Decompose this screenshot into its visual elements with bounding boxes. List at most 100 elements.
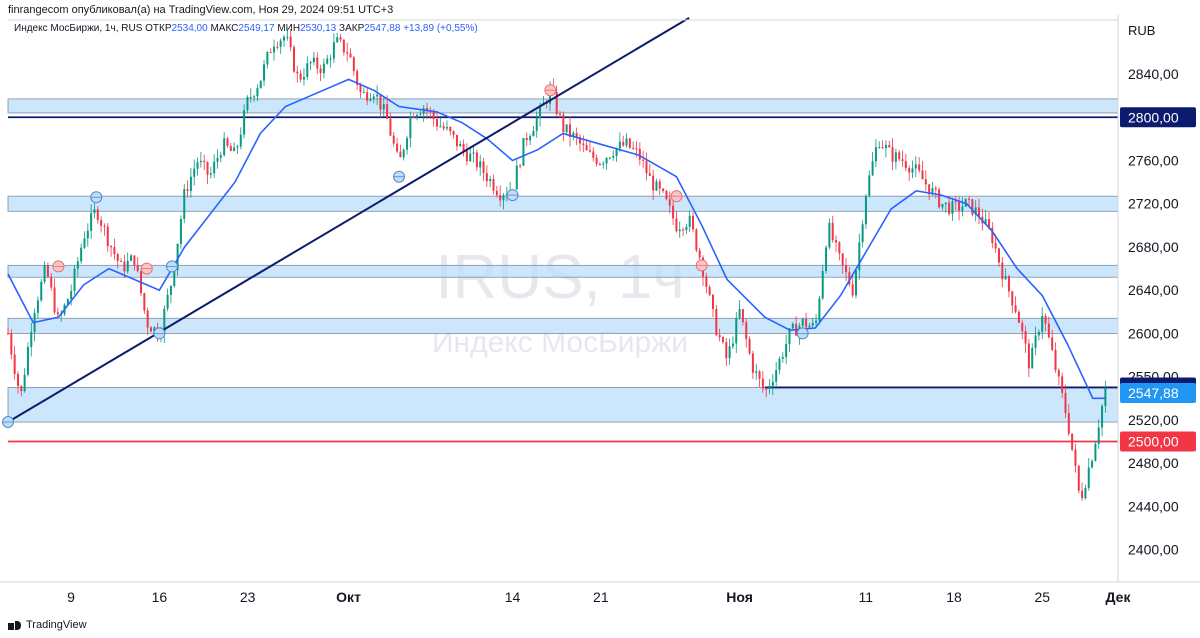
candle-body	[625, 138, 628, 146]
candle	[259, 80, 262, 89]
candle-body	[861, 224, 864, 243]
price-tick-label: 2720,00	[1128, 196, 1179, 212]
candle-body	[1007, 276, 1010, 292]
candle-body	[565, 124, 568, 133]
candle-body	[618, 141, 621, 149]
candle-body	[578, 137, 581, 144]
candle	[555, 85, 558, 117]
candle	[336, 32, 339, 44]
candle	[788, 328, 791, 353]
price-tick-label: 2840,00	[1128, 66, 1179, 82]
candle	[628, 137, 631, 150]
candle-body	[489, 179, 492, 182]
candle	[100, 216, 103, 233]
candle-body	[958, 202, 961, 211]
candle-body	[442, 126, 445, 129]
candle	[216, 149, 219, 169]
candle-body	[991, 227, 994, 244]
candle-body	[283, 36, 286, 41]
candle	[465, 143, 468, 166]
candle	[984, 209, 987, 225]
time-tick-label: 25	[1035, 589, 1051, 605]
high-value: 2549,17	[238, 23, 275, 34]
price-tick-label: 2680,00	[1128, 239, 1179, 255]
candle-body	[86, 230, 89, 239]
candle-body	[253, 96, 256, 98]
candle	[721, 335, 724, 344]
candle	[166, 288, 169, 312]
candle	[455, 134, 458, 151]
candle	[1087, 457, 1090, 491]
candle-body	[602, 163, 605, 165]
candle	[1084, 484, 1087, 500]
candle-body	[219, 155, 222, 158]
candle-body	[412, 116, 415, 118]
candle-body	[725, 342, 728, 359]
candle	[93, 203, 96, 219]
candle	[1094, 440, 1097, 462]
candle	[778, 356, 781, 375]
candle-body	[36, 300, 39, 313]
candle	[286, 27, 289, 41]
candle-body	[229, 145, 232, 152]
candle-body	[80, 247, 83, 262]
candle	[492, 174, 495, 195]
candle-body	[805, 318, 808, 328]
candle-body	[10, 333, 13, 355]
candle	[445, 120, 448, 131]
candle-body	[854, 270, 857, 296]
candle	[485, 165, 488, 187]
candle-body	[575, 132, 578, 138]
candle	[861, 220, 864, 248]
candle-body	[731, 343, 734, 347]
candle	[409, 111, 412, 148]
candle	[50, 273, 53, 291]
support-resistance-zone	[7, 98, 1119, 114]
candle	[562, 111, 565, 142]
candle	[253, 94, 256, 102]
candle-body	[815, 320, 818, 323]
candle	[36, 296, 39, 319]
time-tick-label: 23	[240, 589, 256, 605]
candle-body	[409, 116, 412, 139]
time-tick-label: Ноя	[726, 589, 753, 605]
candle-body	[728, 346, 731, 359]
candle	[971, 199, 974, 217]
pivot-high-marker	[52, 260, 65, 273]
time-tick-label: 14	[505, 589, 521, 605]
candle	[1051, 329, 1054, 352]
candle	[582, 135, 585, 153]
candle	[206, 161, 209, 185]
candle	[612, 150, 615, 161]
candle-body	[362, 92, 365, 94]
candle	[346, 42, 349, 62]
candle-body	[662, 188, 665, 191]
candle-body	[439, 126, 442, 128]
candle	[449, 126, 452, 136]
candle-body	[721, 337, 724, 343]
candle	[825, 245, 828, 274]
candle-body	[382, 104, 385, 110]
candle	[828, 218, 831, 250]
candle	[914, 156, 917, 178]
candle-body	[997, 248, 1000, 263]
trendline-layer	[7, 16, 690, 423]
candle-body	[715, 308, 718, 335]
candle	[10, 329, 13, 360]
candle	[13, 345, 16, 380]
candle	[735, 311, 738, 353]
candle-body	[213, 161, 216, 174]
candle-body	[249, 97, 252, 99]
candle	[918, 156, 921, 173]
candle-body	[968, 198, 971, 200]
candle	[419, 110, 422, 116]
candle-body	[402, 149, 405, 158]
candle-body	[263, 64, 266, 81]
candle	[382, 95, 385, 117]
candle	[1024, 325, 1027, 353]
candle-body	[236, 146, 239, 148]
candle-body	[279, 40, 282, 47]
candle-body	[655, 181, 658, 191]
candle	[791, 322, 794, 330]
